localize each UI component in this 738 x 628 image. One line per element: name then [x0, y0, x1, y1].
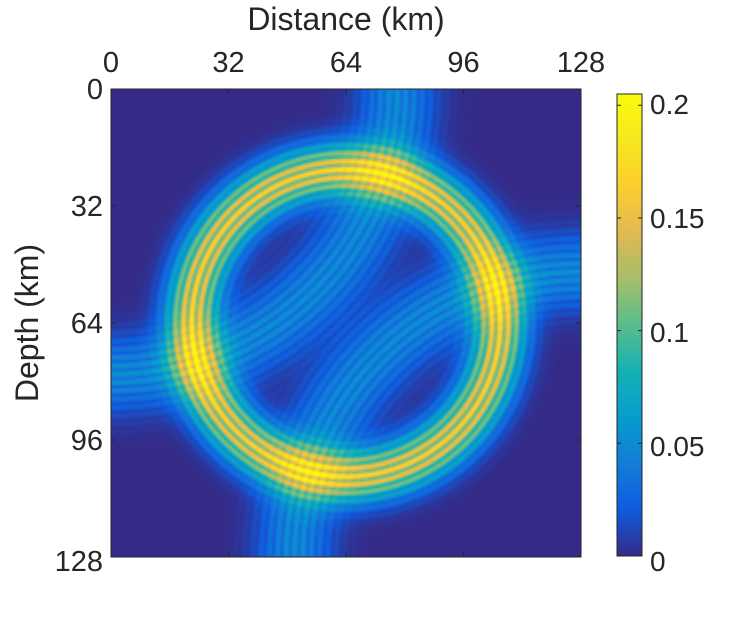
heatmap [111, 89, 581, 557]
colorbar-tick-0: 0 [650, 546, 666, 577]
x-tick-label-64: 64 [330, 47, 362, 79]
colorbar-gradient [617, 94, 642, 556]
y-tick-label-32: 32 [71, 191, 103, 223]
colorbar: 0.2 0.15 0.1 0.05 0 [616, 89, 705, 577]
x-tick-label-96: 96 [447, 47, 479, 79]
y-tick-label-64: 64 [71, 308, 103, 340]
x-tick-label-128: 128 [557, 47, 605, 79]
heatmap-image [111, 89, 581, 557]
y-axis-ticks: 0 32 64 96 128 [55, 74, 103, 578]
colorbar-tick-marks [617, 104, 642, 557]
x-axis-label: Distance (km) [247, 1, 444, 37]
x-tick-label-32: 32 [212, 47, 244, 79]
colorbar-tick-0.15: 0.15 [650, 203, 705, 234]
x-axis-ticks: 0 32 64 96 128 [103, 47, 605, 79]
colorbar-frame [616, 93, 643, 557]
y-tick-label-128: 128 [55, 546, 103, 578]
colorbar-tick-0.05: 0.05 [650, 431, 705, 462]
y-axis-label: Depth (km) [9, 244, 45, 402]
colorbar-tick-0.1: 0.1 [650, 317, 689, 348]
colorbar-tick-0.2: 0.2 [650, 89, 689, 120]
x-tick-label-0: 0 [103, 47, 119, 79]
y-tick-label-96: 96 [71, 425, 103, 457]
y-tick-label-0: 0 [87, 74, 103, 106]
tick-marks [110, 88, 582, 558]
